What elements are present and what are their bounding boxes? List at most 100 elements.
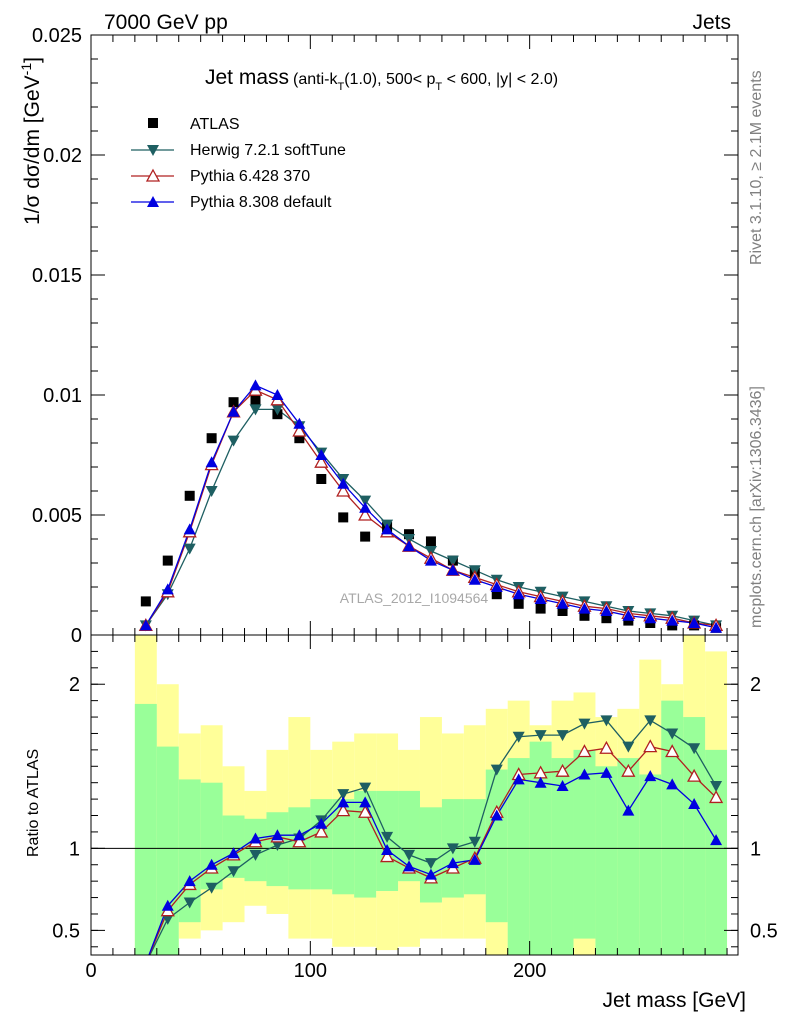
ratio-point bbox=[490, 764, 503, 776]
ratio-point bbox=[666, 728, 679, 740]
ratio-point bbox=[359, 796, 372, 808]
main-title-main: Jet mass bbox=[205, 66, 289, 89]
main-y-tick-label: 0.005 bbox=[32, 505, 82, 527]
main-point bbox=[490, 581, 503, 592]
ratio-point bbox=[205, 882, 218, 894]
ratio-point bbox=[205, 858, 218, 870]
ratio-point bbox=[336, 803, 351, 817]
main-point bbox=[425, 536, 436, 547]
ratio-panel: 0.5 0.5 1 1 2 2 0 100 200 Ratio to ATLAS Jet ma… bbox=[25, 634, 778, 1012]
main-point bbox=[468, 573, 481, 585]
ratio-point bbox=[424, 868, 437, 880]
main-y-axis-label-close: ] bbox=[21, 57, 44, 63]
x-axis-label: Jet mass [GeV] bbox=[602, 989, 746, 1012]
ratio-point bbox=[292, 834, 307, 848]
ratio-point bbox=[161, 899, 174, 911]
ratio-plot-frame bbox=[90, 634, 739, 956]
ratio-stat-band bbox=[134, 703, 157, 955]
legend-label-atlas: ATLAS bbox=[190, 116, 240, 133]
ratio-point bbox=[446, 857, 459, 869]
ratio-stat-band bbox=[222, 815, 245, 878]
main-point bbox=[336, 483, 351, 497]
ratio-point bbox=[666, 778, 679, 790]
main-point bbox=[206, 433, 217, 444]
main-watermark: ATLAS_2012_I1094564 bbox=[340, 590, 489, 606]
main-point bbox=[403, 540, 416, 552]
main-point bbox=[315, 449, 328, 460]
ratio-bands bbox=[134, 635, 728, 955]
main-point bbox=[381, 523, 394, 535]
main-y-ticks: 0 0.005 0.01 0.015 0.02 0.025 bbox=[32, 25, 738, 647]
ratio-point bbox=[643, 739, 658, 753]
ratio-y-tick-label-right: 1 bbox=[750, 838, 761, 860]
ratio-point bbox=[249, 849, 262, 861]
main-point bbox=[360, 531, 371, 542]
main-point bbox=[227, 405, 240, 417]
main-point bbox=[271, 389, 284, 400]
ratio-point bbox=[183, 897, 196, 909]
main-point bbox=[491, 589, 502, 600]
main-point bbox=[359, 501, 372, 513]
main-point bbox=[249, 379, 262, 391]
ratio-point bbox=[577, 744, 592, 758]
ratio-y-axis-label: Ratio to ATLAS bbox=[25, 749, 42, 857]
ratio-point bbox=[512, 773, 525, 785]
ratio-point bbox=[644, 770, 657, 782]
main-point bbox=[534, 593, 547, 604]
legend-label-herwig: Herwig 7.2.1 softTune bbox=[190, 142, 346, 159]
ratio-point bbox=[183, 875, 196, 887]
ratio-point bbox=[622, 741, 635, 753]
main-title-detail-2: (1.0), 500< p bbox=[344, 71, 435, 88]
ratio-stat-band bbox=[683, 717, 706, 955]
main-point bbox=[601, 613, 612, 624]
main-point bbox=[228, 397, 239, 408]
main-point bbox=[710, 621, 723, 633]
main-point bbox=[337, 477, 350, 489]
ratio-point bbox=[358, 804, 373, 818]
main-point bbox=[293, 417, 306, 429]
main-point bbox=[579, 610, 590, 621]
main-point bbox=[358, 507, 373, 521]
ratio-point bbox=[468, 836, 481, 848]
ratio-point bbox=[271, 840, 284, 852]
main-y-tick-label: 0.01 bbox=[43, 385, 82, 407]
main-y-tick-label: 0.025 bbox=[32, 25, 82, 47]
ratio-point bbox=[687, 768, 702, 782]
ratio-point bbox=[468, 853, 481, 865]
ratio-point bbox=[161, 913, 174, 925]
main-point bbox=[139, 619, 152, 631]
main-y-axis-label-exponent: -1 bbox=[18, 63, 34, 76]
ratio-point bbox=[622, 804, 635, 816]
main-point bbox=[359, 495, 372, 507]
ratio-stat-band bbox=[485, 769, 508, 923]
ratio-point bbox=[556, 779, 569, 791]
ratio-stat-band bbox=[661, 700, 684, 955]
main-point bbox=[600, 605, 613, 616]
ratio-stat-band bbox=[310, 799, 333, 890]
legend-marker-herwig bbox=[147, 145, 159, 156]
ratio-stat-band bbox=[617, 758, 640, 955]
main-y-tick-label: 0 bbox=[71, 625, 82, 647]
main-point bbox=[227, 435, 240, 447]
ratio-x-ticks: 0 100 200 bbox=[85, 635, 728, 982]
main-point bbox=[316, 474, 327, 484]
legend-label-pythia8: Pythia 8.308 default bbox=[190, 194, 332, 211]
ratio-stat-band bbox=[156, 746, 179, 955]
ratio-marks bbox=[148, 715, 724, 955]
ratio-stat-band bbox=[200, 782, 223, 890]
main-point bbox=[513, 598, 524, 609]
main-point bbox=[162, 555, 173, 566]
ratio-series-group bbox=[148, 715, 724, 955]
ratio-stat-band bbox=[551, 758, 574, 955]
legend-label-pythia6: Pythia 6.428 370 bbox=[190, 168, 310, 185]
main-title: Jet mass (anti-kT(1.0), 500< pT < 600, |y… bbox=[205, 66, 558, 93]
main-point bbox=[183, 543, 196, 555]
ratio-stat-band bbox=[507, 758, 530, 955]
ratio-point bbox=[600, 715, 613, 727]
ratio-stat-band bbox=[419, 807, 442, 903]
main-point bbox=[205, 486, 218, 497]
ratio-y-tick-label: 1 bbox=[69, 838, 80, 860]
ratio-point bbox=[446, 843, 459, 855]
x-tick-label: 200 bbox=[513, 960, 546, 982]
main-point bbox=[250, 394, 261, 405]
